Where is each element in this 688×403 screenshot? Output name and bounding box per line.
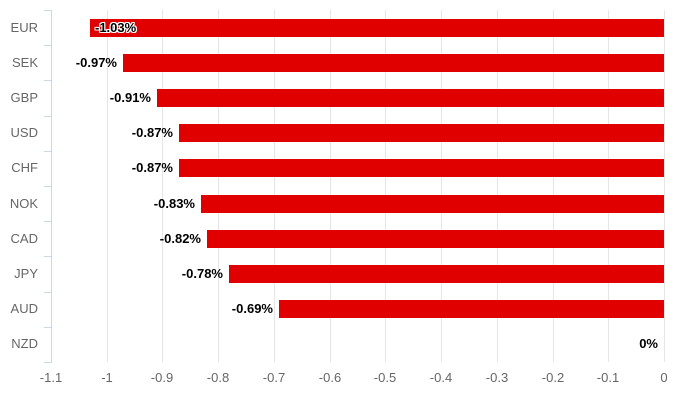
x-axis-tick-label: -0.3 (485, 370, 509, 385)
category-label: AUD (10, 301, 38, 316)
x-axis-tick-label: 0 (660, 370, 668, 385)
bar-value-label: -0.87% (131, 160, 173, 175)
category-label: JPY (14, 266, 38, 281)
bar (207, 230, 664, 248)
bar-value-label: -0.78% (181, 266, 223, 281)
bar (279, 300, 664, 318)
bar (229, 265, 664, 283)
x-gridline (553, 10, 554, 362)
x-gridline (385, 10, 386, 362)
y-axis-line (51, 10, 52, 363)
bar-value-label: 0% (639, 336, 658, 351)
x-gridline (497, 10, 498, 362)
category-label: CAD (10, 231, 38, 246)
bar-value-label: -0.87% (131, 125, 173, 140)
category-label: EUR (10, 20, 38, 35)
y-axis-tick (44, 221, 51, 222)
bar-value-label: -1.03% (95, 20, 137, 35)
category-label: SEK (11, 55, 38, 70)
x-axis-tick-label: -1.1 (39, 370, 63, 385)
y-axis-tick (44, 80, 51, 81)
x-gridline (218, 10, 219, 362)
y-axis-tick (44, 256, 51, 257)
y-axis-tick (44, 362, 51, 363)
x-axis-tick-label: -0.9 (150, 370, 174, 385)
y-axis-tick (44, 151, 51, 152)
x-gridline (664, 10, 665, 362)
x-axis-tick-label: -0.4 (429, 370, 453, 385)
y-axis-tick (44, 10, 51, 11)
x-axis-tick-label: -0.2 (541, 370, 565, 385)
x-axis-tick-label: -0.7 (262, 370, 286, 385)
y-axis-tick (44, 116, 51, 117)
category-label: NZD (11, 336, 38, 351)
bar (179, 124, 664, 142)
x-gridline (441, 10, 442, 362)
bar-value-label: -0.91% (109, 90, 151, 105)
x-gridline (608, 10, 609, 362)
category-label: CHF (11, 160, 38, 175)
x-gridline (274, 10, 275, 362)
y-axis-tick (44, 45, 51, 46)
bar (201, 195, 664, 213)
x-gridline (107, 10, 108, 362)
x-axis-tick-label: -0.1 (596, 370, 620, 385)
bar-value-label: -0.69% (231, 301, 273, 316)
bar (123, 54, 664, 72)
x-axis-tick-label: -1 (101, 370, 113, 385)
bar (179, 159, 664, 177)
bar-value-label: -0.97% (75, 55, 117, 70)
bar-value-label: -0.82% (159, 231, 201, 246)
x-gridline (162, 10, 163, 362)
x-axis-tick-label: -0.8 (206, 370, 230, 385)
x-gridline (330, 10, 331, 362)
category-label: NOK (9, 196, 38, 211)
bar (90, 19, 664, 37)
x-axis-tick-label: -0.5 (373, 370, 397, 385)
x-axis-tick-label: -0.6 (318, 370, 342, 385)
category-label: GBP (10, 90, 38, 105)
y-axis-tick (44, 186, 51, 187)
category-label: USD (10, 125, 38, 140)
y-axis-tick (44, 292, 51, 293)
bar-value-label: -0.83% (153, 196, 195, 211)
y-axis-tick (44, 327, 51, 328)
bar (157, 89, 664, 107)
